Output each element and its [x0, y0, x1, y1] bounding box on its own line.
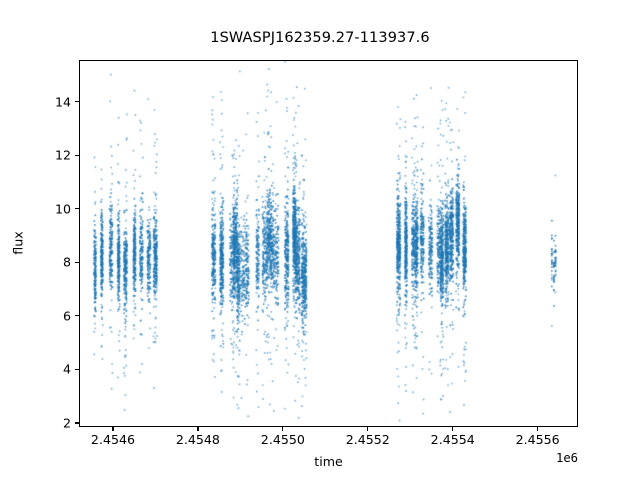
- x-tick-label: 2.4556: [515, 432, 560, 447]
- x-tick-label: 2.4548: [175, 432, 220, 447]
- x-tick-mark: [282, 427, 284, 431]
- y-tick-label: 6: [62, 308, 71, 324]
- x-tick-mark: [537, 427, 539, 431]
- y-tick-label: 14: [54, 94, 71, 110]
- y-tick-mark: [75, 101, 79, 103]
- plot-area: [79, 60, 578, 427]
- page-title: 1SWASPJ162359.27-113937.6: [210, 30, 430, 46]
- y-tick-mark: [75, 315, 79, 317]
- y-tick-mark: [75, 208, 79, 210]
- x-tick-label: 2.4552: [345, 432, 390, 447]
- y-tick-mark: [75, 261, 79, 263]
- y-tick-label: 4: [62, 361, 71, 377]
- y-axis-label: flux: [10, 231, 26, 255]
- y-tick-mark: [75, 154, 79, 156]
- y-tick-label: 8: [62, 254, 71, 270]
- x-tick-mark: [452, 427, 454, 431]
- x-tick-label: 2.4554: [430, 432, 475, 447]
- x-axis-label: time: [314, 454, 343, 469]
- x-tick-label: 2.4550: [260, 432, 305, 447]
- y-tick-label: 2: [62, 415, 71, 431]
- x-tick-mark: [197, 427, 199, 431]
- x-tick-mark: [112, 427, 114, 431]
- y-tick-label: 10: [54, 201, 71, 217]
- x-axis-offset-label: 1e6: [555, 451, 578, 465]
- x-tick-mark: [367, 427, 369, 431]
- x-tick-label: 2.4546: [90, 432, 136, 447]
- y-tick-mark: [75, 368, 79, 370]
- scatter-points-layer: [80, 61, 577, 426]
- y-tick-mark: [75, 422, 79, 424]
- y-tick-label: 12: [54, 147, 71, 163]
